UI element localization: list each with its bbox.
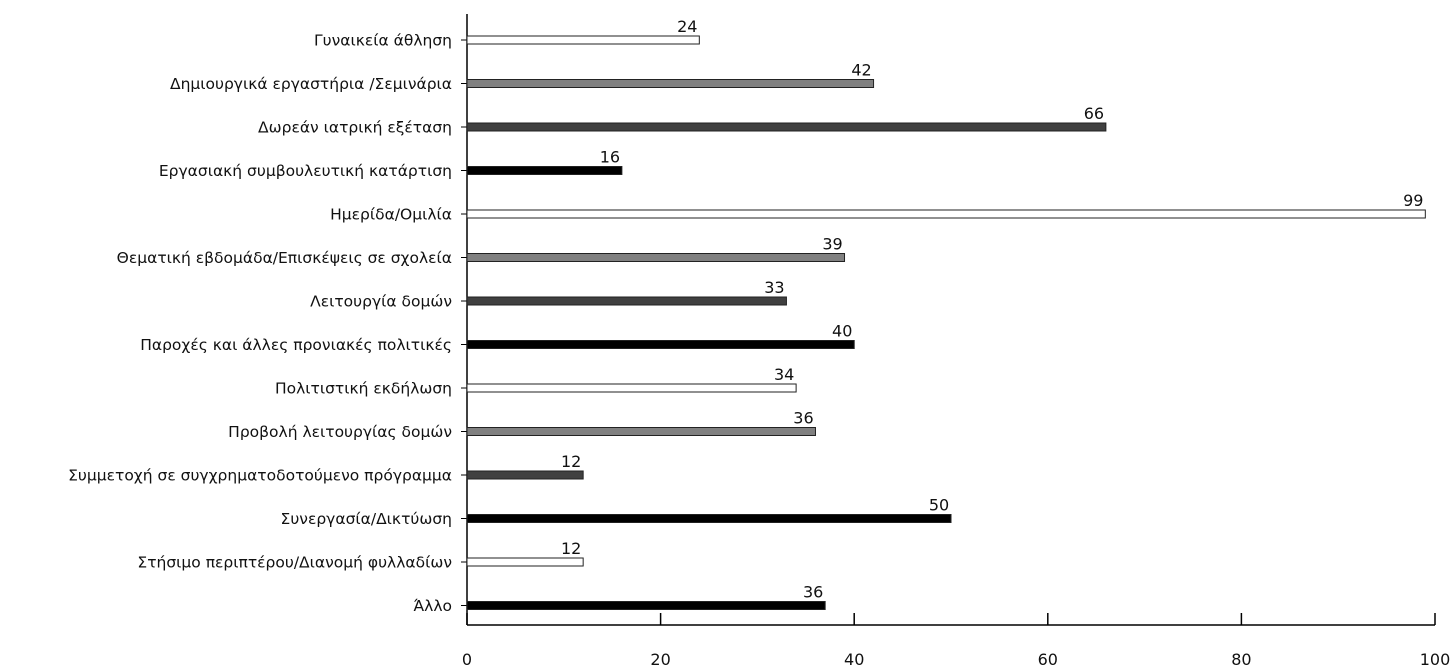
- x-tick-label: 80: [1231, 650, 1251, 668]
- value-label: 36: [803, 583, 823, 602]
- value-label: 33: [764, 278, 784, 297]
- bar: [466, 209, 1426, 219]
- x-tick-label: 40: [844, 650, 864, 668]
- bar: [466, 35, 700, 45]
- category-label: Παροχές και άλλες προνιακές πολιτικές: [140, 336, 452, 354]
- category-label: Θεματική εβδομάδα/Επισκέψεις σε σχολεία: [117, 249, 452, 267]
- value-label: 99: [1403, 191, 1423, 210]
- x-tick-label: 0: [462, 650, 472, 668]
- category-label: Λειτουργία δομών: [310, 293, 452, 311]
- bar: [466, 514, 952, 523]
- bar: [466, 296, 787, 306]
- bar: [466, 601, 826, 610]
- bar: [466, 79, 875, 88]
- bar: [466, 340, 855, 349]
- category-label: Συνεργασία/Δικτύωση: [281, 510, 452, 528]
- category-label: Συμμετοχή σε συγχρηματοδοτούμενο πρόγραμ…: [68, 467, 452, 485]
- value-label: 39: [822, 235, 842, 254]
- bar: [466, 470, 584, 480]
- category-label: Εργασιακή συμβουλευτική κατάρτιση: [159, 162, 452, 180]
- bar: [466, 427, 816, 436]
- bar: [466, 383, 797, 393]
- category-label: Ημερίδα/Ομιλία: [330, 206, 452, 224]
- category-label: Πολιτιστική εκδήλωση: [275, 380, 452, 398]
- bar: [466, 122, 1107, 132]
- category-label: Γυναικεία άθληση: [314, 32, 452, 50]
- x-tick-label: 60: [1038, 650, 1058, 668]
- value-label: 42: [851, 61, 871, 80]
- x-tick-label: 20: [650, 650, 670, 668]
- category-label: Στήσιμο περιπτέρου/Διανομή φυλλαδίων: [137, 554, 452, 572]
- category-label: Δωρεάν ιατρική εξέταση: [258, 119, 452, 137]
- x-tick-label: 100: [1420, 650, 1451, 668]
- value-label: 12: [561, 539, 581, 558]
- category-label: Άλλο: [413, 597, 452, 615]
- value-label: 66: [1084, 104, 1104, 123]
- bar: [466, 166, 623, 175]
- value-label: 34: [774, 365, 794, 384]
- value-label: 36: [793, 409, 813, 428]
- value-label: 50: [929, 496, 949, 515]
- bar: [466, 557, 584, 567]
- value-label: 16: [600, 148, 620, 167]
- value-label: 40: [832, 322, 852, 341]
- bar: [466, 253, 846, 262]
- value-label: 12: [561, 452, 581, 471]
- value-label: 24: [677, 17, 697, 36]
- category-label: Δημιουργικά εργαστήρια /Σεμινάρια: [170, 75, 452, 93]
- category-label: Προβολή λειτουργίας δομών: [228, 423, 452, 441]
